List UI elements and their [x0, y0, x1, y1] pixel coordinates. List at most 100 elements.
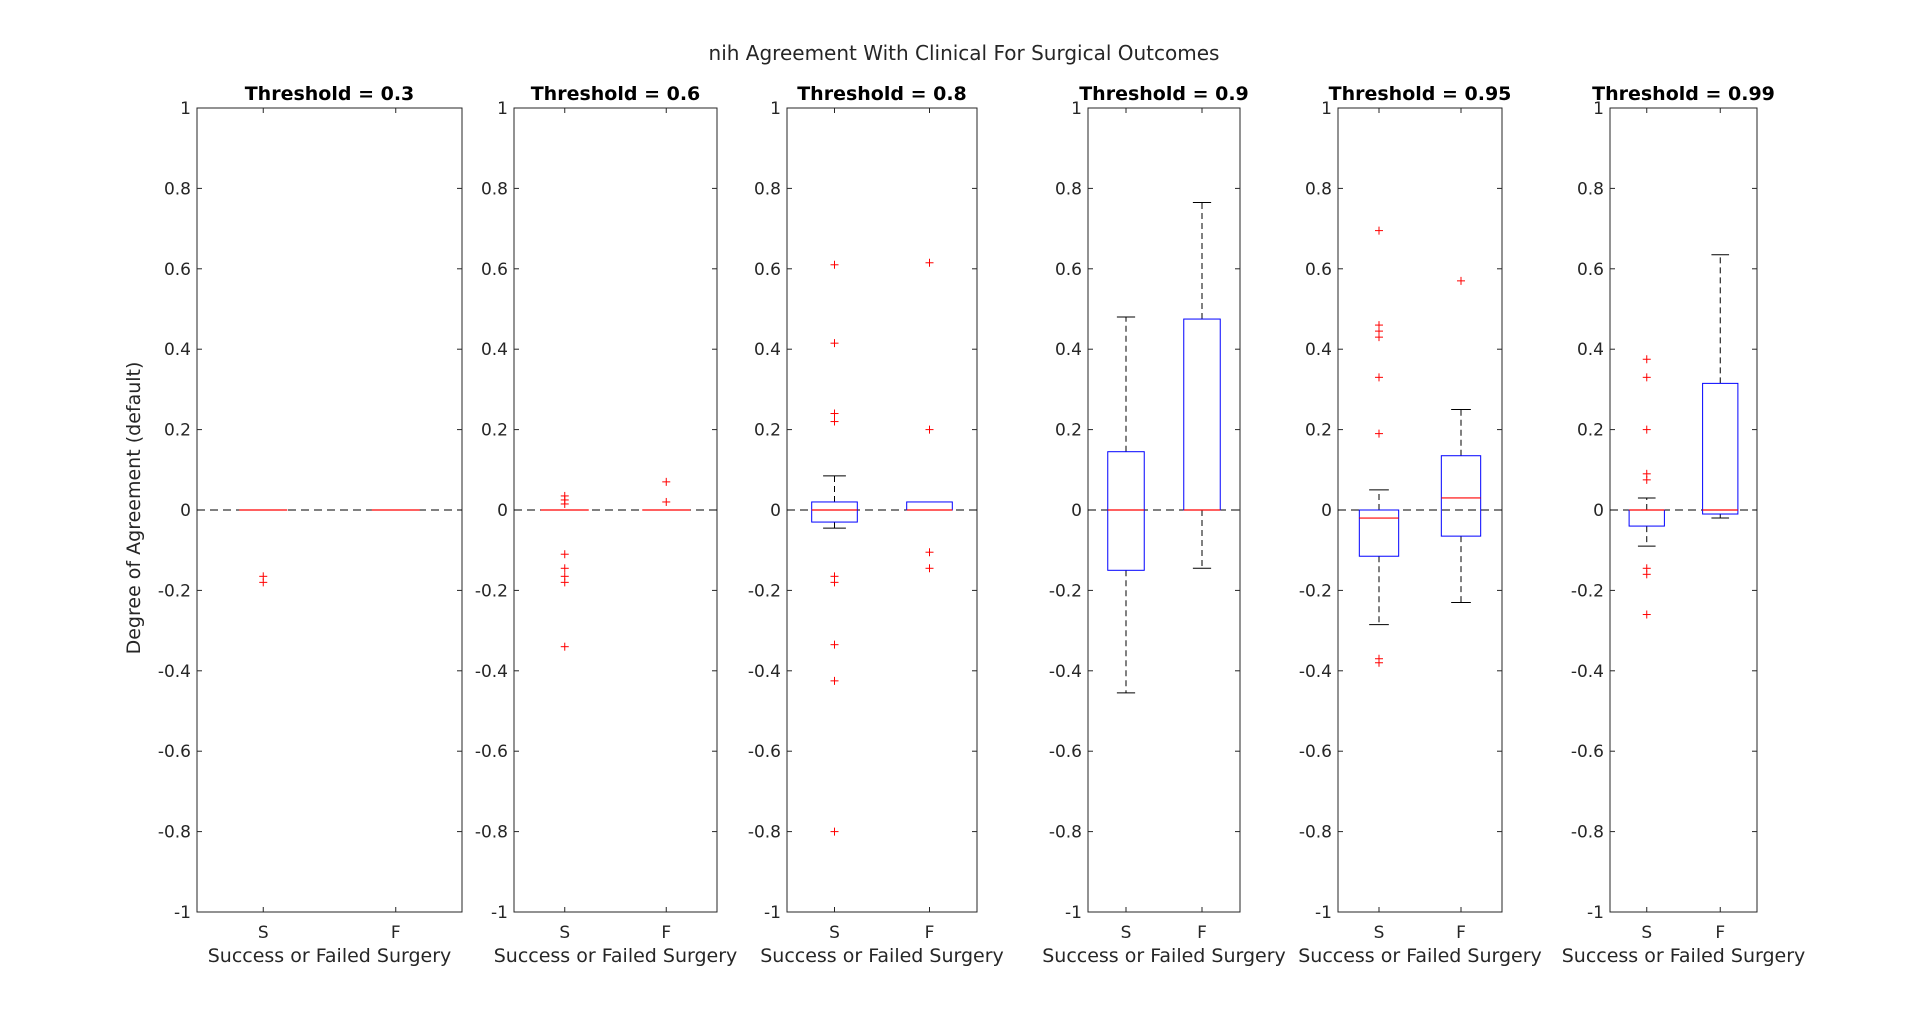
y-tick-label: 0.6	[481, 260, 508, 280]
outlier-point	[259, 578, 268, 587]
x-tick-label: F	[1715, 923, 1725, 943]
box-body	[1183, 318, 1221, 511]
y-tick-label: -0.4	[158, 662, 191, 682]
x-axis-label: Success or Failed Surgery	[760, 945, 1004, 967]
x-tick-label: F	[391, 923, 401, 943]
y-tick-label: 0.2	[754, 421, 781, 441]
box-body	[906, 501, 953, 511]
y-tick-label: -0.2	[1571, 581, 1604, 601]
x-tick-label: F	[925, 923, 935, 943]
y-tick-label: 0.4	[164, 340, 191, 360]
outlier-point	[830, 260, 839, 269]
y-tick-label: 1	[1071, 99, 1082, 119]
y-tick-label: -0.4	[748, 662, 781, 682]
y-tick-label: 1	[770, 99, 781, 119]
y-tick-label: 0	[770, 501, 781, 521]
y-tick-label: 0.4	[754, 340, 781, 360]
subplot-1: -1 -0.8 -0.6 -0.4 -0.2 0 0.2 0.4 0.6 0.8 1 S F Thresh…	[158, 83, 463, 967]
box-body	[811, 501, 858, 523]
x-tick-label: S	[559, 923, 570, 943]
y-tick-label: -0.8	[158, 823, 191, 843]
y-tick-label: -0.2	[748, 581, 781, 601]
y-tick-label: 1	[497, 99, 508, 119]
y-tick-label: 0	[1321, 501, 1332, 521]
subplot-title: Threshold = 0.95	[1329, 83, 1512, 105]
y-tick-label: 0	[1071, 501, 1082, 521]
outlier-point	[1375, 373, 1383, 382]
x-tick-label: F	[661, 923, 671, 943]
box-body	[1107, 451, 1145, 571]
y-tick-label: -0.6	[475, 742, 508, 762]
y-tick-label: -1	[174, 903, 191, 923]
y-tick-label: -0.6	[1571, 742, 1604, 762]
outlier-point	[925, 548, 934, 557]
y-tick-label: -0.8	[1049, 823, 1082, 843]
outlier-point	[1457, 276, 1465, 285]
outlier-point	[1375, 658, 1383, 667]
x-tick-label: F	[1456, 923, 1466, 943]
y-tick-label: 0.8	[754, 179, 781, 199]
figure-y-axis-label: Degree of Agreement (default)	[123, 362, 145, 655]
outlier-point	[560, 578, 569, 587]
outlier-point	[1642, 475, 1651, 484]
y-tick-label: -0.4	[1049, 662, 1082, 682]
outlier-point	[1642, 373, 1651, 382]
box-S	[1107, 316, 1145, 694]
y-tick-label: -1	[1587, 903, 1604, 923]
outlier-point	[830, 827, 839, 836]
y-tick-label: 0.2	[1577, 421, 1604, 441]
box-S	[239, 509, 288, 587]
outlier-point	[925, 258, 934, 267]
outlier-point	[830, 640, 839, 649]
box-F	[642, 477, 691, 511]
y-tick-label: 0.4	[481, 340, 508, 360]
y-tick-label: -0.4	[1299, 662, 1332, 682]
y-tick-label: -0.8	[1299, 823, 1332, 843]
outlier-point	[1642, 355, 1651, 364]
box-S	[540, 491, 589, 651]
y-tick-label: 0.8	[1577, 179, 1604, 199]
y-tick-label: 0.6	[1577, 260, 1604, 280]
x-tick-label: S	[258, 923, 269, 943]
subplot-4: -1 -0.8 -0.6 -0.4 -0.2 0 0.2 0.4 0.6 0.8 1 S F Thresh…	[1042, 83, 1286, 967]
outlier-point	[1642, 570, 1651, 579]
subplot-6: -1 -0.8 -0.6 -0.4 -0.2 0 0.2 0.4 0.6 0.8 1 S F Thresh…	[1562, 83, 1806, 967]
outlier-point	[662, 497, 671, 506]
y-tick-label: -0.6	[1299, 742, 1332, 762]
x-tick-label: S	[1121, 923, 1132, 943]
y-tick-label: 0	[497, 501, 508, 521]
subplot-title: Threshold = 0.8	[797, 83, 967, 105]
box-body	[1702, 382, 1739, 515]
outlier-point	[830, 339, 839, 348]
y-tick-label: -0.4	[475, 662, 508, 682]
outlier-point	[560, 564, 569, 573]
x-tick-label: F	[1197, 923, 1207, 943]
outlier-point	[560, 550, 569, 559]
y-tick-label: -0.2	[1299, 581, 1332, 601]
box-body	[1358, 509, 1400, 557]
y-tick-label: 0.2	[164, 421, 191, 441]
outlier-point	[560, 642, 569, 651]
x-axis-label: Success or Failed Surgery	[1298, 945, 1542, 967]
outlier-point	[925, 564, 934, 573]
box-body	[1628, 509, 1665, 527]
y-tick-label: -1	[1065, 903, 1082, 923]
y-tick-label: -0.6	[1049, 742, 1082, 762]
y-tick-label: -0.6	[748, 742, 781, 762]
x-axis-label: Success or Failed Surgery	[494, 945, 738, 967]
y-tick-label: -1	[764, 903, 781, 923]
y-tick-label: -1	[1315, 903, 1332, 923]
x-tick-label: S	[1641, 923, 1652, 943]
outlier-point	[1375, 333, 1383, 342]
y-tick-label: -0.2	[158, 581, 191, 601]
y-tick-label: -1	[491, 903, 508, 923]
box-F	[1440, 276, 1482, 603]
outlier-point	[1642, 425, 1651, 434]
y-tick-label: -0.4	[1571, 662, 1604, 682]
y-tick-label: 0.8	[481, 179, 508, 199]
y-tick-label: -0.2	[475, 581, 508, 601]
y-tick-label: 0.8	[1055, 179, 1082, 199]
y-tick-label: 1	[1321, 99, 1332, 119]
outlier-point	[925, 425, 934, 434]
y-tick-label: 0.4	[1055, 340, 1082, 360]
